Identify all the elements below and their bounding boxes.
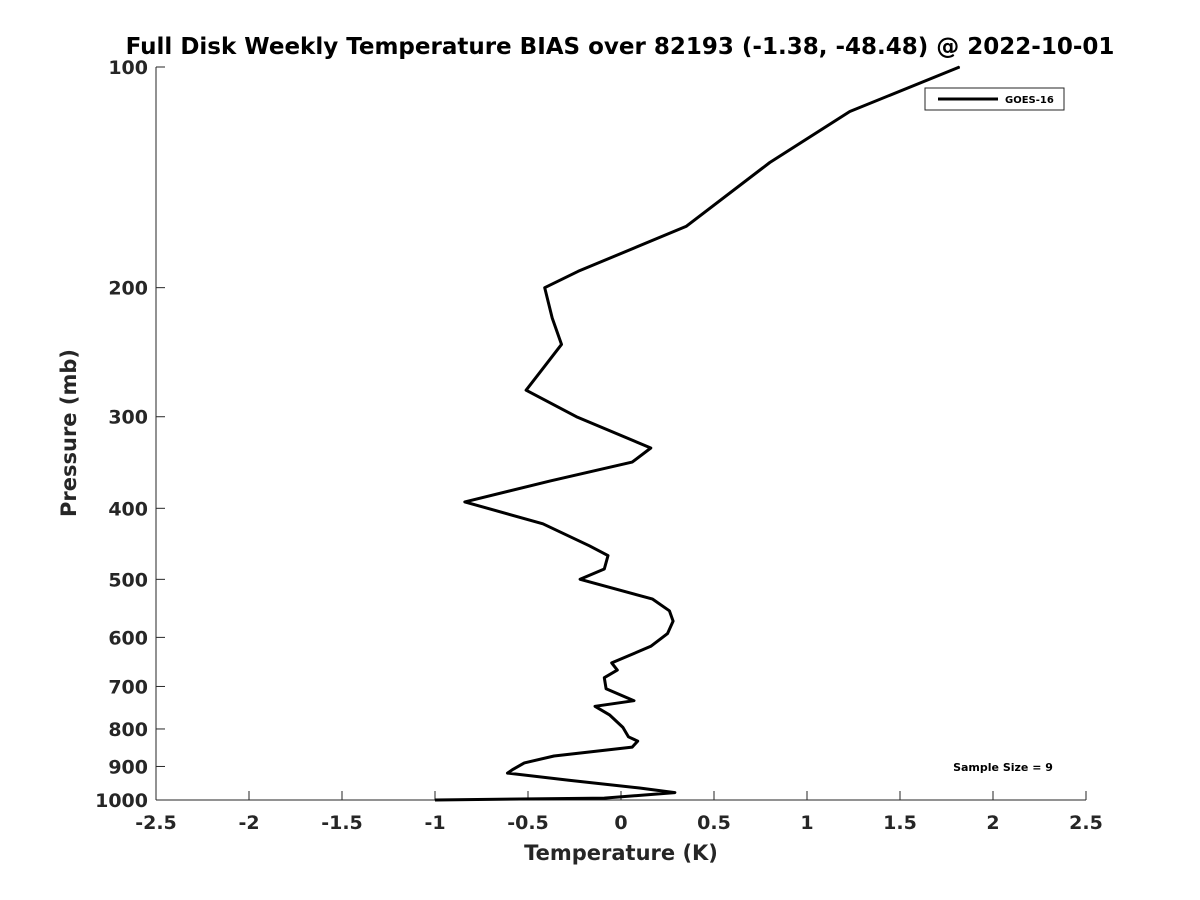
data-point [605, 688, 607, 690]
series-layer [434, 65, 961, 802]
data-point [603, 797, 605, 799]
data-point [616, 669, 618, 671]
data-point [523, 762, 525, 764]
data-point [633, 700, 635, 702]
data-point [668, 610, 671, 612]
x-tick-label: -2.5 [135, 812, 177, 834]
data-point [506, 772, 509, 774]
y-tick-label: 400 [108, 498, 148, 520]
legend-label-goes-16: GOES-16 [1005, 95, 1054, 106]
y-tick-label: 100 [108, 57, 148, 79]
plot-area [155, 67, 1086, 801]
x-tick-label: 0 [614, 812, 627, 834]
y-axis-ticks: 100 200 300 400 500 600 700 800 900 1000 [95, 57, 165, 812]
y-tick-label: 900 [108, 756, 148, 778]
x-tick-label: 1.5 [883, 812, 917, 834]
y-tick-label: 700 [108, 676, 148, 698]
x-tick-label: 1 [800, 812, 813, 834]
y-tick-label: 1000 [95, 790, 148, 812]
data-point [551, 317, 553, 319]
data-point [512, 768, 514, 770]
data-point [672, 620, 674, 622]
data-point [769, 161, 771, 164]
data-point [575, 416, 578, 418]
data-point [588, 545, 591, 547]
data-point [594, 705, 596, 707]
x-tick-label: 2.5 [1069, 812, 1103, 834]
x-tick-label: -1 [424, 812, 445, 834]
data-point [622, 726, 624, 729]
data-point [577, 270, 579, 272]
data-point [685, 225, 687, 227]
x-tick-label: 2 [986, 812, 999, 834]
data-point [568, 779, 570, 781]
x-tick-label: 0.5 [697, 812, 731, 834]
data-point [542, 523, 544, 525]
x-tick-label: -0.5 [507, 812, 549, 834]
sample-size-annotation: Sample Size = 9 [953, 761, 1053, 774]
data-point [849, 110, 851, 113]
data-point [674, 792, 676, 794]
x-tick-label: -1.5 [321, 812, 363, 834]
data-point [631, 746, 633, 748]
data-point [560, 343, 563, 345]
data-point [525, 389, 527, 391]
x-axis-ticks: -2.5 -2 -1.5 -1 -0.5 0 0.5 1 1.5 2 2.5 [135, 791, 1103, 834]
series-line-goes-16 [434, 65, 961, 802]
data-point [631, 461, 633, 463]
y-tick-label: 800 [108, 719, 148, 741]
data-point [627, 736, 630, 738]
data-point [579, 578, 581, 580]
x-axis-label: Temperature (K) [524, 841, 718, 865]
y-tick-label: 200 [108, 278, 148, 300]
legend: GOES-16 [924, 87, 1065, 111]
data-point [652, 598, 654, 600]
data-point [544, 365, 546, 367]
data-point [637, 740, 639, 742]
data-point [434, 799, 436, 801]
data-point [650, 447, 652, 449]
data-point [544, 287, 546, 289]
data-point [603, 568, 605, 570]
data-point [958, 66, 961, 68]
data-point [549, 480, 551, 482]
data-point [639, 787, 641, 789]
data-point [464, 501, 466, 503]
data-point [611, 662, 613, 664]
y-tick-label: 600 [108, 627, 148, 649]
y-tick-label: 300 [108, 407, 148, 429]
data-point [666, 633, 669, 635]
data-point [650, 645, 652, 647]
x-tick-label: -2 [238, 812, 259, 834]
data-point [609, 714, 611, 716]
y-axis-label: Pressure (mb) [57, 349, 81, 517]
y-tick-label: 500 [108, 569, 148, 591]
chart-title: Full Disk Weekly Temperature BIAS over 8… [126, 34, 1115, 60]
data-point [603, 677, 605, 679]
data-point [607, 555, 609, 557]
data-point [553, 755, 555, 757]
